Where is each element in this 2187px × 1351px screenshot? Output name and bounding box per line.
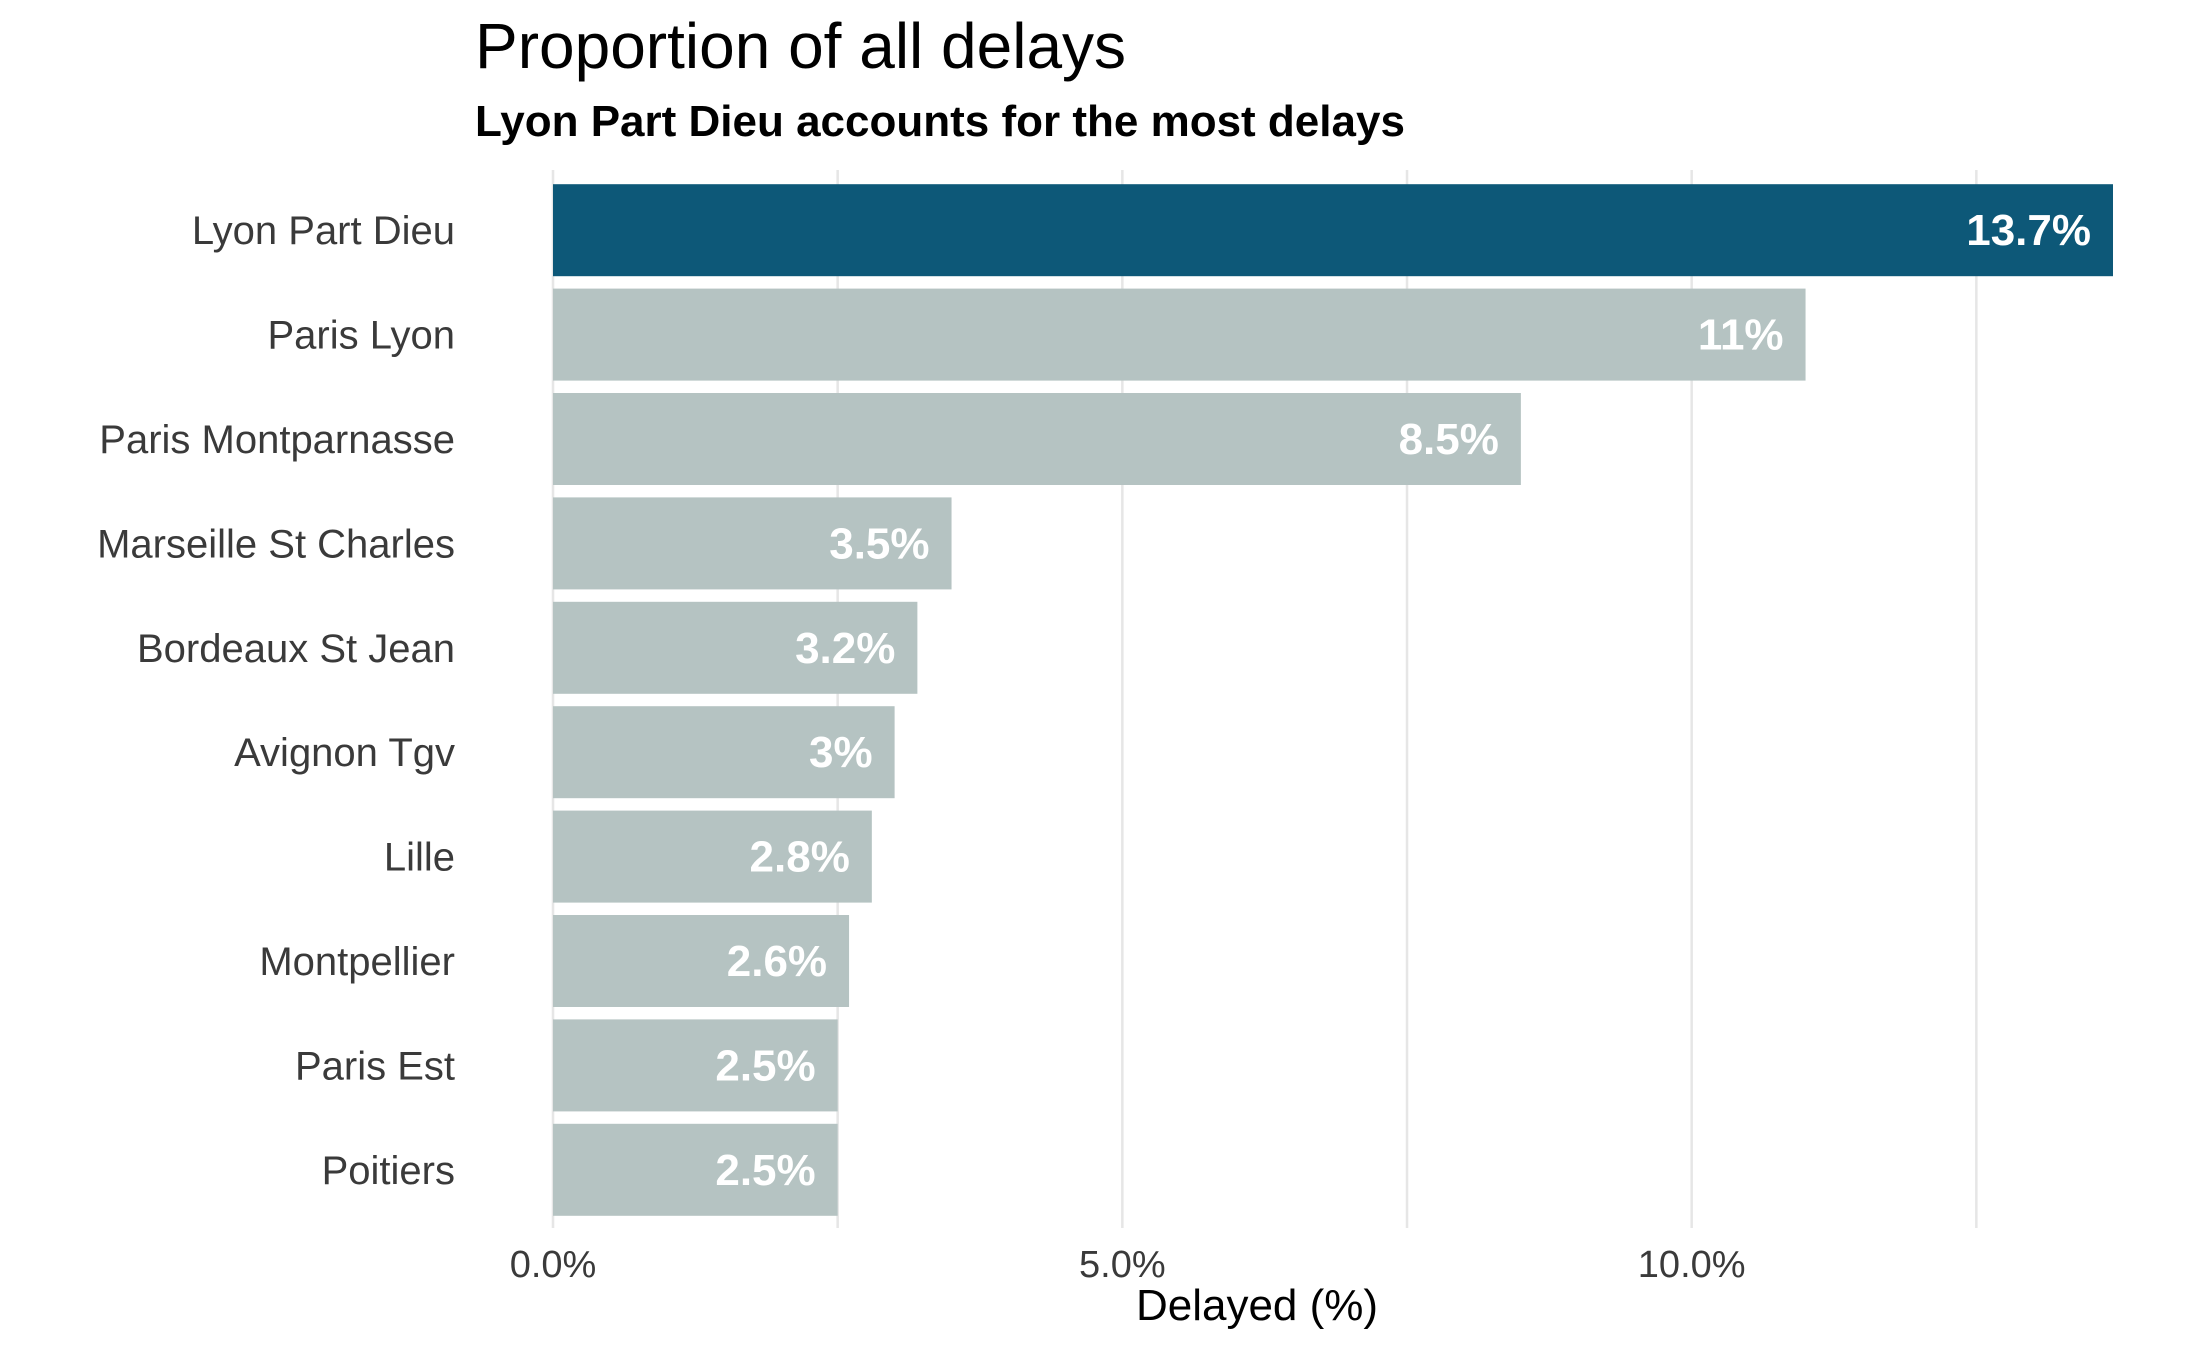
category-label: Paris Est [295,1044,455,1088]
bar [553,288,1806,381]
bar [553,915,850,1007]
bar-data-label: 2.5% [715,1146,815,1195]
data-labels: 13.7% 11% 8.5% 3.5% 3.2% 3% 2.8% 2.6% 2.5% 2.5% [715,206,2091,1195]
category-label: Lille [384,836,455,880]
bar [553,601,918,694]
category-label: Marseille St Charles [97,522,455,566]
bar [553,810,872,903]
bar [553,1019,838,1112]
bar [553,706,895,799]
category-label: Montpellier [259,940,455,984]
x-tick-label: 10.0% [1638,1244,1746,1286]
bar-data-label: 2.8% [750,833,850,882]
bar-data-label: 2.6% [727,937,827,986]
x-tick-labels: 0.0% 5.0% 10.0% [510,1244,1746,1286]
bar-data-label: 11% [1698,311,1784,360]
category-label: Paris Lyon [268,314,456,358]
category-label: Lyon Part Dieu [192,209,455,253]
bar [553,393,1521,485]
x-axis-title: Delayed (%) [1136,1281,1378,1330]
x-tick-label: 5.0% [1079,1244,1166,1286]
bar-data-label: 3% [809,728,873,777]
x-tick-label: 0.0% [510,1244,597,1286]
bar [553,497,952,590]
category-label: Avignon Tgv [234,731,455,775]
category-label: Paris Montparnasse [99,418,455,462]
bars [553,184,2113,1216]
chart-title: Proportion of all delays [475,10,1126,82]
bar-data-label: 3.2% [795,624,895,673]
bar-data-label: 8.5% [1399,415,1499,464]
bar-data-label: 3.5% [829,519,929,568]
category-labels: Lyon Part Dieu Paris Lyon Paris Montparnas… [97,209,455,1193]
category-label: Bordeaux St Jean [137,627,455,671]
bar [553,1123,838,1216]
chart-subtitle: Lyon Part Dieu accounts for the most del… [475,97,1405,146]
category-label: Poitiers [322,1149,455,1193]
bar [553,184,2113,277]
bar-data-label: 13.7% [1966,206,2091,255]
bar-data-label: 2.5% [715,1041,815,1090]
